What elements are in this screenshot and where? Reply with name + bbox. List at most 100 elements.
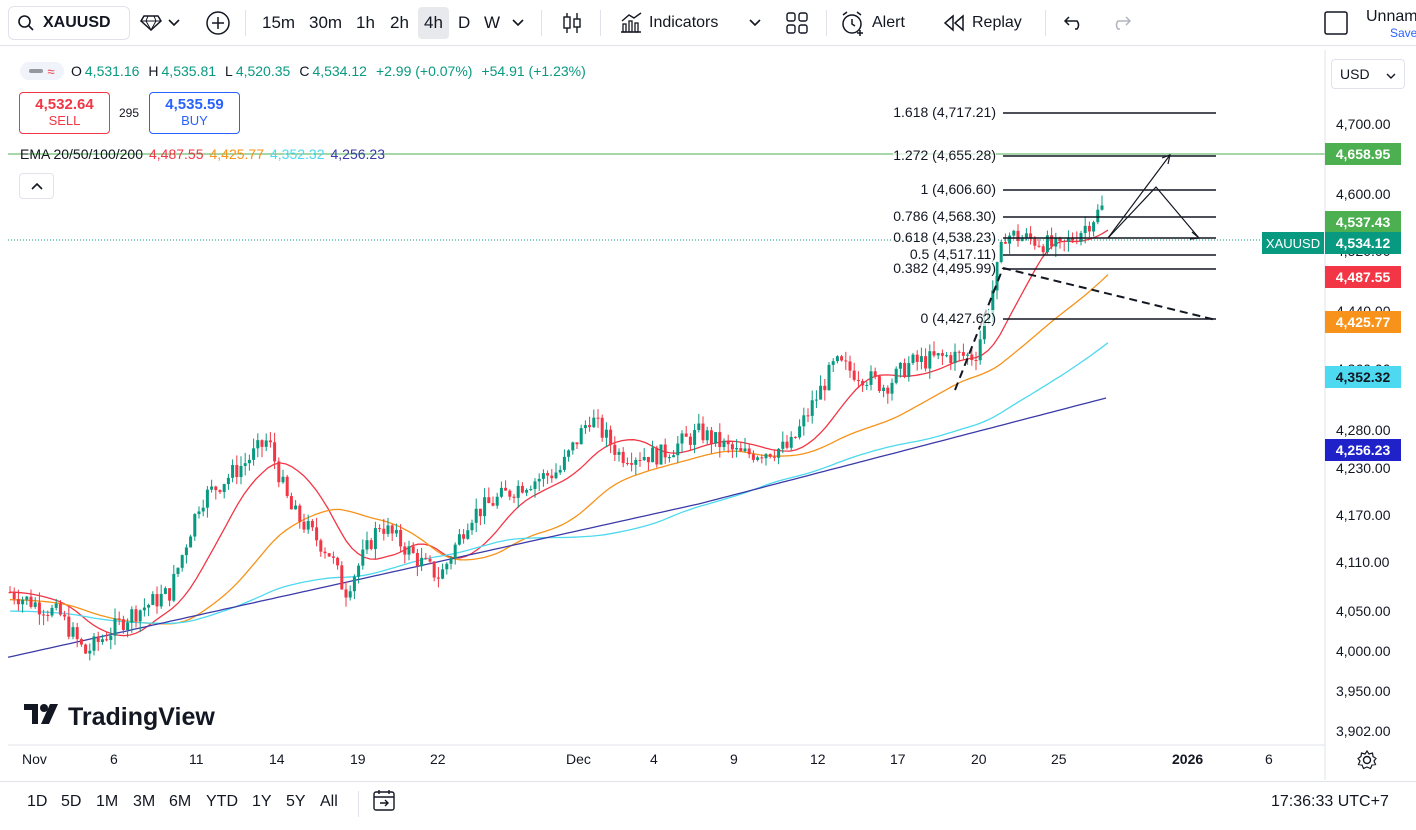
candle-body — [1024, 233, 1028, 238]
fib-level-label: 0 (4,427.62) — [920, 310, 996, 326]
range-6m[interactable]: 6M — [169, 793, 192, 810]
tf-2h[interactable]: 2h — [390, 13, 409, 32]
candle-body — [932, 351, 936, 356]
candle-body — [210, 486, 214, 490]
compare-symbol-button[interactable] — [140, 0, 180, 46]
symbol-search[interactable]: XAUUSD — [8, 6, 130, 40]
time-axis-label: 6 — [110, 751, 118, 767]
price-axis-label: 4,700.00 — [1336, 116, 1391, 132]
candle-body — [894, 368, 898, 383]
candle-body — [449, 558, 453, 564]
tf-15m[interactable]: 15m — [262, 13, 296, 32]
save-link[interactable]: Save — [1390, 26, 1416, 40]
candle-body — [126, 622, 130, 630]
candle-body — [1058, 237, 1062, 242]
price-tag-ema200: 4,256.23 — [1325, 439, 1401, 461]
range-1y[interactable]: 1Y — [252, 793, 272, 810]
candle-body — [499, 487, 503, 497]
candle-body — [966, 354, 970, 356]
currency-select[interactable]: USD — [1331, 59, 1405, 89]
price-axis-label: 4,600.00 — [1336, 186, 1391, 202]
open-key: O — [71, 63, 82, 79]
replay-button[interactable]: Replay — [942, 0, 1022, 46]
symbol-flag: XAUUSD — [1262, 232, 1324, 254]
candle-body — [961, 352, 965, 356]
candle-body — [84, 644, 88, 654]
candle-body — [21, 599, 25, 605]
candle-body — [1054, 237, 1058, 247]
candle-body — [697, 423, 701, 431]
candle-body — [819, 385, 823, 400]
candle-body — [659, 444, 663, 465]
tf-4h[interactable]: 4h — [418, 7, 449, 39]
ema50-line — [9, 274, 1109, 625]
candle-body — [298, 505, 302, 522]
time-axis-label: Nov — [22, 751, 47, 767]
candle-body — [1096, 209, 1100, 223]
tf-30m[interactable]: 30m — [309, 13, 343, 32]
range-1d[interactable]: 1D — [27, 793, 48, 810]
indicators-dropdown[interactable] — [749, 0, 761, 46]
candle-body — [722, 440, 726, 448]
chevron-down-icon — [1386, 66, 1396, 82]
candle-body — [1083, 225, 1087, 234]
timeframe-dropdown[interactable] — [512, 0, 524, 46]
buy-button[interactable]: 4,535.59 BUY — [149, 92, 240, 134]
candle-body — [130, 609, 134, 623]
range-all[interactable]: All — [320, 793, 338, 810]
candle-body — [869, 371, 873, 385]
chart-type-button[interactable] — [560, 0, 584, 46]
symbol-name: XAUUSD — [43, 14, 111, 31]
candle-body — [898, 362, 902, 369]
price-chart[interactable] — [0, 50, 1416, 780]
candle-body — [151, 594, 155, 605]
price-axis-label: 4,230.00 — [1336, 460, 1391, 476]
sell-button[interactable]: 4,532.64 SELL — [19, 92, 110, 134]
range-5y[interactable]: 5Y — [286, 793, 306, 810]
range-3m[interactable]: 3M — [133, 793, 156, 810]
add-symbol-button[interactable] — [205, 0, 231, 46]
tf-d[interactable]: D — [458, 13, 471, 32]
undo-button[interactable] — [1063, 0, 1085, 46]
candle-body — [739, 448, 743, 452]
candle-body — [373, 528, 377, 549]
candle-body — [231, 465, 235, 478]
layout-name[interactable]: Unnam — [1366, 8, 1416, 25]
range-1m[interactable]: 1M — [96, 793, 119, 810]
range-5d[interactable]: 5D — [61, 793, 82, 810]
tf-w[interactable]: W — [484, 13, 501, 32]
candle-body — [554, 472, 558, 479]
candle-body — [915, 354, 919, 362]
goto-date-button[interactable] — [372, 788, 398, 819]
price-tag-high: 4,537.43 — [1325, 211, 1401, 233]
candle-body — [445, 563, 449, 570]
redo-button[interactable] — [1110, 0, 1132, 46]
tf-1h[interactable]: 1h — [356, 13, 375, 32]
candle-body — [802, 415, 806, 427]
wave-icon: ≈ — [47, 63, 55, 79]
candle-body — [903, 362, 907, 378]
legend-visibility-toggle[interactable]: ≈ — [20, 62, 64, 80]
candle-body — [1075, 240, 1079, 242]
candle-body — [399, 529, 403, 547]
indicators-button[interactable]: Indicators — [619, 0, 718, 46]
candle-body — [33, 602, 37, 607]
alert-button[interactable]: Alert — [840, 0, 905, 46]
candle-body — [768, 454, 772, 457]
candle-body — [575, 442, 579, 445]
candle-body — [646, 457, 650, 463]
ema-legend[interactable]: EMA 20/50/100/200 4,487.55 4,425.77 4,35… — [20, 146, 385, 162]
candle-body — [336, 557, 340, 566]
price-tag-target: 4,658.95 — [1325, 143, 1401, 165]
gear-icon — [1357, 749, 1377, 774]
clock[interactable]: 17:36:33 UTC+7 — [1271, 793, 1389, 810]
candle-body — [67, 616, 71, 637]
layouts-button[interactable] — [786, 0, 808, 46]
settings-button[interactable] — [1357, 749, 1377, 775]
collapse-legend-button[interactable] — [19, 173, 54, 199]
candle-body — [1012, 230, 1016, 236]
candle-body — [180, 555, 184, 568]
range-ytd[interactable]: YTD — [206, 793, 238, 810]
layout-checkbox[interactable] — [1324, 0, 1348, 46]
tradingview-logo: TradingView — [24, 702, 215, 733]
